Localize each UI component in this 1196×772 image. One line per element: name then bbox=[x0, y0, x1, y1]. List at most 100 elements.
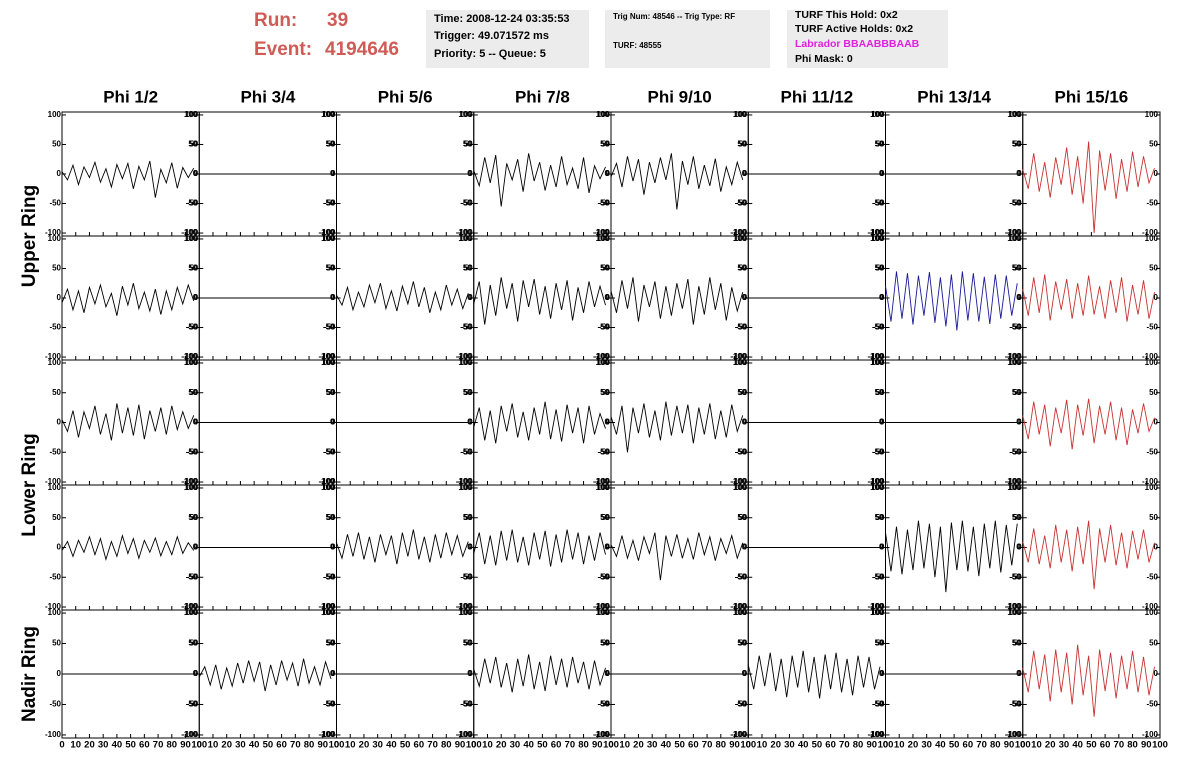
y-tick-label: -50 bbox=[1146, 700, 1158, 709]
x-tick-label: 50 bbox=[1086, 740, 1097, 751]
info-box: Time: 2008-12-24 03:35:53 Trigger: 49.07… bbox=[426, 10, 589, 68]
y-tick-label: 100 bbox=[1145, 483, 1159, 492]
waveform bbox=[610, 401, 744, 453]
y-tick-label: 50 bbox=[737, 140, 746, 149]
y-tick-label: 50 bbox=[1013, 513, 1022, 522]
x-tick-label: 100 bbox=[603, 740, 619, 751]
y-tick-label: -50 bbox=[49, 572, 61, 581]
x-tick-label: 40 bbox=[112, 740, 123, 751]
y-tick-label: 0 bbox=[194, 293, 199, 302]
y-tick-label: 0 bbox=[467, 543, 472, 552]
y-tick-label: -50 bbox=[873, 323, 885, 332]
y-tick-label: 0 bbox=[467, 418, 472, 427]
y-tick-label: 100 bbox=[733, 358, 747, 367]
y-tick-label: -50 bbox=[736, 199, 748, 208]
x-tick-label: 80 bbox=[304, 740, 315, 751]
x-tick-label: 20 bbox=[1045, 740, 1056, 751]
x-tick-label: 30 bbox=[1059, 740, 1070, 751]
y-tick-label: 100 bbox=[1145, 110, 1159, 119]
y-tick-label: -50 bbox=[597, 323, 609, 332]
x-tick-label: 20 bbox=[633, 740, 644, 751]
x-tick-label: 50 bbox=[674, 740, 685, 751]
y-tick-label: -100 bbox=[1005, 730, 1022, 739]
panel-frame bbox=[1022, 484, 1161, 611]
waveform bbox=[610, 277, 744, 325]
y-tick-label: 0 bbox=[57, 418, 62, 427]
y-tick-label: 0 bbox=[1016, 669, 1021, 678]
y-tick-label: -100 bbox=[730, 228, 747, 237]
y-tick-label: -100 bbox=[1006, 477, 1023, 486]
y-tick-label: 0 bbox=[1154, 169, 1159, 178]
y-tick-label: 0 bbox=[194, 669, 199, 678]
y-tick-label: -50 bbox=[49, 700, 61, 709]
y-tick-label: 50 bbox=[463, 513, 472, 522]
y-tick-label: -100 bbox=[1142, 602, 1159, 611]
x-tick-label: 60 bbox=[139, 740, 150, 751]
y-tick-label: 50 bbox=[326, 639, 335, 648]
y-tick-label: -50 bbox=[735, 700, 747, 709]
y-tick-label: 100 bbox=[1008, 358, 1022, 367]
y-tick-label: 0 bbox=[331, 418, 336, 427]
y-tick-label: 0 bbox=[57, 543, 62, 552]
y-tick-label: 50 bbox=[188, 513, 197, 522]
y-tick-label: -100 bbox=[181, 228, 198, 237]
ring-label: Nadir Ring bbox=[19, 626, 40, 722]
y-tick-label: 0 bbox=[879, 418, 884, 427]
x-tick-label: 20 bbox=[908, 740, 919, 751]
y-tick-label: 50 bbox=[1012, 388, 1021, 397]
y-tick-label: -50 bbox=[460, 447, 472, 456]
x-tick-label: 0 bbox=[59, 740, 64, 751]
y-tick-label: 0 bbox=[743, 169, 748, 178]
y-tick-label: 0 bbox=[742, 418, 747, 427]
y-tick-label: -100 bbox=[456, 730, 473, 739]
y-tick-label: 0 bbox=[880, 669, 885, 678]
x-tick-label: 30 bbox=[647, 740, 658, 751]
y-tick-label: 0 bbox=[880, 293, 885, 302]
y-tick-label: -100 bbox=[1006, 730, 1023, 739]
y-tick-label: 0 bbox=[743, 669, 748, 678]
y-tick-label: 0 bbox=[331, 169, 336, 178]
y-tick-label: 50 bbox=[188, 388, 197, 397]
y-tick-label: 50 bbox=[1013, 140, 1022, 149]
x-tick-label: 50 bbox=[125, 740, 136, 751]
y-tick-label: 0 bbox=[1016, 418, 1021, 427]
y-tick-label: -100 bbox=[45, 602, 62, 611]
y-tick-label: 50 bbox=[52, 388, 61, 397]
y-tick-label: 50 bbox=[327, 140, 336, 149]
y-tick-label: 0 bbox=[880, 169, 885, 178]
y-tick-label: 100 bbox=[734, 234, 748, 243]
y-tick-label: -50 bbox=[873, 572, 885, 581]
y-tick-label: 0 bbox=[1154, 293, 1159, 302]
waveform bbox=[336, 281, 469, 313]
y-tick-label: 0 bbox=[1154, 418, 1159, 427]
y-tick-label: 100 bbox=[1008, 110, 1022, 119]
x-tick-label: 50 bbox=[949, 740, 960, 751]
y-tick-label: 0 bbox=[330, 543, 335, 552]
waveform bbox=[610, 153, 744, 210]
y-tick-label: -50 bbox=[49, 447, 61, 456]
x-tick-label: 90 bbox=[180, 740, 191, 751]
x-tick-label: 60 bbox=[414, 740, 425, 751]
y-tick-label: 100 bbox=[48, 234, 62, 243]
y-tick-label: 50 bbox=[188, 264, 197, 273]
y-tick-label: 50 bbox=[875, 639, 884, 648]
y-tick-label: 0 bbox=[879, 169, 884, 178]
y-tick-label: -100 bbox=[1006, 352, 1023, 361]
y-tick-label: -50 bbox=[1009, 323, 1021, 332]
y-tick-label: 0 bbox=[1017, 543, 1022, 552]
y-tick-label: -100 bbox=[1142, 352, 1159, 361]
y-tick-label: 0 bbox=[468, 418, 473, 427]
y-tick-label: 0 bbox=[606, 543, 611, 552]
y-tick-label: 100 bbox=[459, 110, 473, 119]
y-tick-label: 0 bbox=[605, 543, 610, 552]
x-tick-label: 90 bbox=[455, 740, 466, 751]
y-tick-label: 50 bbox=[1149, 264, 1158, 273]
waveform bbox=[473, 401, 606, 444]
y-tick-label: 50 bbox=[1013, 639, 1022, 648]
y-tick-label: 50 bbox=[189, 639, 198, 648]
y-tick-label: 100 bbox=[185, 483, 199, 492]
y-tick-label: -50 bbox=[598, 572, 610, 581]
y-tick-label: 50 bbox=[1012, 140, 1021, 149]
y-tick-label: 100 bbox=[870, 608, 884, 617]
